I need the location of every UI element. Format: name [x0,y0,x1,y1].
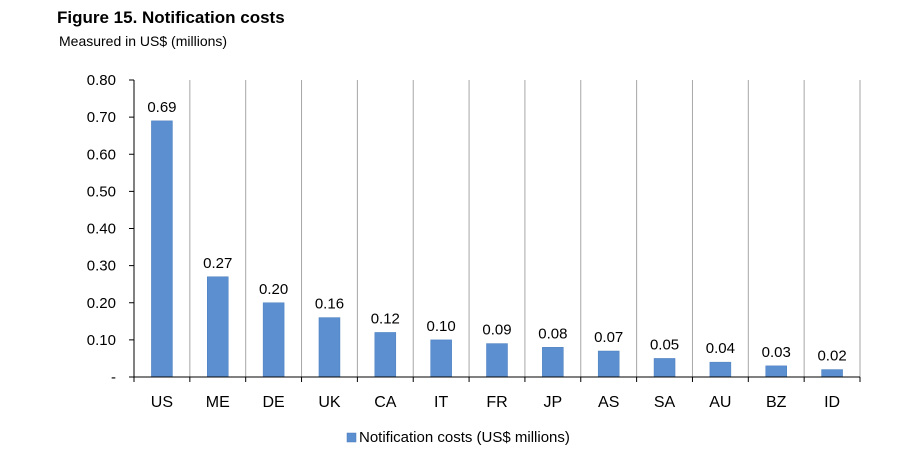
x-tick-label-au: AU [709,394,731,411]
x-tick-label-de: DE [263,394,285,411]
bar-fr [486,343,508,378]
x-tick-label-bz: BZ [766,394,787,411]
bar-jp [542,347,564,378]
bars [151,120,843,378]
axes: US ME DE UK CA IT FR JP AS SA AU BZ ID - 0.10 0.20 0.30 0… [87,72,861,411]
data-label-bz: 0.03 [762,344,791,361]
bar-id [821,369,843,378]
data-label-jp: 0.08 [538,325,567,342]
data-label-us: 0.69 [147,99,176,116]
y-tick-label: 0.60 [87,146,116,163]
x-tick-label-ca: CA [374,394,397,411]
x-tick-label-jp: JP [544,394,563,411]
x-tick-label-as: AS [598,394,619,411]
data-label-sa: 0.05 [650,336,679,353]
data-label-fr: 0.09 [482,322,511,339]
bar-me [207,276,229,378]
chart-title: Figure 15. Notification costs [57,8,285,27]
x-tick-label-uk: UK [318,394,341,411]
x-tick-label-it: IT [434,394,448,411]
x-tick-label-me: ME [206,394,230,411]
data-label-me: 0.27 [203,255,232,272]
data-label-as: 0.07 [594,329,623,346]
bar-us [151,120,173,378]
data-label-id: 0.02 [817,348,846,365]
data-label-uk: 0.16 [315,296,344,313]
x-tick-label-fr: FR [486,394,507,411]
gridlines [189,80,861,377]
y-tick-label: 0.10 [87,332,116,349]
data-label-ca: 0.12 [371,310,400,327]
bar-uk [318,317,341,378]
bar-ca [374,332,397,378]
chart-subtitle: Measured in US$ (millions) [59,33,228,49]
x-tick-label-us: US [151,394,173,411]
y-tick-label: 0.80 [87,72,116,89]
legend-swatch [346,432,357,443]
data-labels: 0.69 0.27 0.20 0.16 0.12 0.10 0.09 0.08 0.07 0.05… [147,99,846,365]
bar-au [709,361,732,378]
y-tick-label: 0.40 [87,221,116,238]
bar-as [597,350,620,378]
data-label-it: 0.10 [427,318,456,335]
y-tick-label: 0.30 [87,258,116,275]
y-tick-label: 0.50 [87,183,116,200]
bar-bz [765,365,787,378]
y-tick-label: 0.70 [87,109,116,126]
legend: Notification costs (US$ millions) [346,429,570,446]
bar-sa [653,358,676,378]
data-label-de: 0.20 [259,281,288,298]
bar-it [430,339,452,378]
y-tick-label: - [111,369,116,386]
bar-de [262,302,285,378]
x-tick-label-id: ID [824,394,840,411]
x-tick-label-sa: SA [654,394,676,411]
y-tick-label: 0.20 [87,295,116,312]
data-label-au: 0.04 [706,340,735,357]
legend-label: Notification costs (US$ millions) [359,429,570,446]
